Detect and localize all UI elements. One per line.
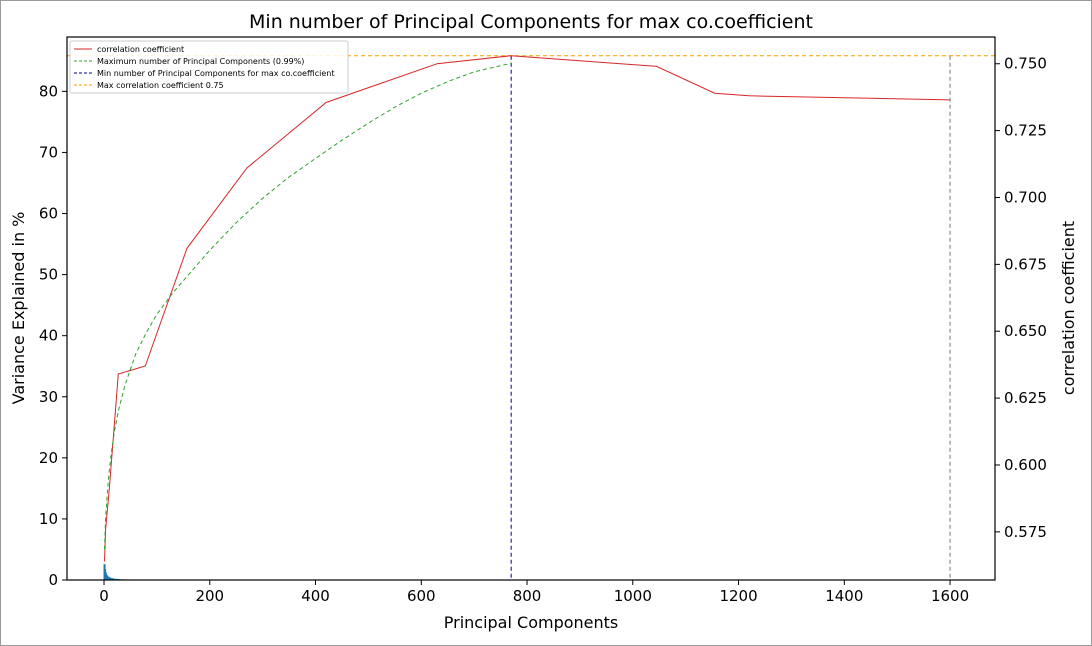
axes-frame xyxy=(66,36,996,581)
x-tick-label: 1600 xyxy=(931,587,969,605)
variance-bar xyxy=(107,576,110,580)
variance-bar xyxy=(108,577,111,580)
variance-bar xyxy=(109,577,112,580)
legend: correlation coefficient Maximum number o… xyxy=(69,40,349,94)
y-tick-label: 10 xyxy=(39,510,58,528)
y2-tick-label: 0.625 xyxy=(1004,389,1047,407)
y-tick-label: 30 xyxy=(39,388,58,406)
x-tick-label: 600 xyxy=(407,587,436,605)
x-axis: 0 200 400 600 800 1000 1200 1400 1600 xyxy=(99,580,969,605)
y2-tick-label: 0.700 xyxy=(1004,188,1047,206)
y2-tick-label: 0.750 xyxy=(1004,55,1047,73)
x-tick-label: 1000 xyxy=(614,587,652,605)
y-axis-label: Variance Explained in % xyxy=(9,212,28,405)
y-tick-label: 80 xyxy=(39,82,58,100)
variance-bar xyxy=(106,575,109,580)
x-tick-label: 800 xyxy=(513,587,542,605)
y2-tick-label: 0.725 xyxy=(1004,122,1047,140)
x-tick-label: 200 xyxy=(195,587,224,605)
x-axis-label: Principal Components xyxy=(444,613,619,632)
x-tick-label: 400 xyxy=(301,587,330,605)
variance-bar xyxy=(112,578,115,580)
legend-label-max-components: Maximum number of Principal Components (… xyxy=(97,57,304,66)
chart-title: Min number of Principal Components for m… xyxy=(249,11,813,33)
y-tick-label: 60 xyxy=(39,205,58,223)
correlation-line xyxy=(104,55,951,562)
cumulative-variance-line xyxy=(104,62,512,550)
y2-tick-label: 0.600 xyxy=(1004,456,1047,474)
y-tick-label: 20 xyxy=(39,449,58,467)
y2-axis-label: correlation coefficient xyxy=(1059,221,1078,395)
y2-tick-label: 0.675 xyxy=(1004,255,1047,273)
y-axis-right: 0.575 0.600 0.625 0.650 0.675 0.700 0.725 0.750 xyxy=(995,55,1047,541)
y-tick-label: 0 xyxy=(48,571,58,589)
x-tick-label: 1400 xyxy=(825,587,863,605)
legend-label-correlation: correlation coefficient xyxy=(97,45,184,54)
x-tick-label: 1200 xyxy=(719,587,757,605)
y-tick-label: 40 xyxy=(39,327,58,345)
legend-label-min-components: Min number of Principal Components for m… xyxy=(97,69,334,78)
variance-bar xyxy=(110,578,113,580)
x-tick-label: 0 xyxy=(99,587,109,605)
y-tick-label: 50 xyxy=(39,266,58,284)
variance-bar xyxy=(114,578,117,580)
y2-tick-label: 0.650 xyxy=(1004,322,1047,340)
y-axis-left: 0 10 20 30 40 50 60 70 80 xyxy=(39,82,67,589)
plot-area xyxy=(67,55,995,580)
y-tick-label: 70 xyxy=(39,143,58,161)
y2-tick-label: 0.575 xyxy=(1004,523,1047,541)
legend-label-max-corr: Max correlation coefficient 0.75 xyxy=(97,81,224,90)
legend-box xyxy=(69,40,349,94)
